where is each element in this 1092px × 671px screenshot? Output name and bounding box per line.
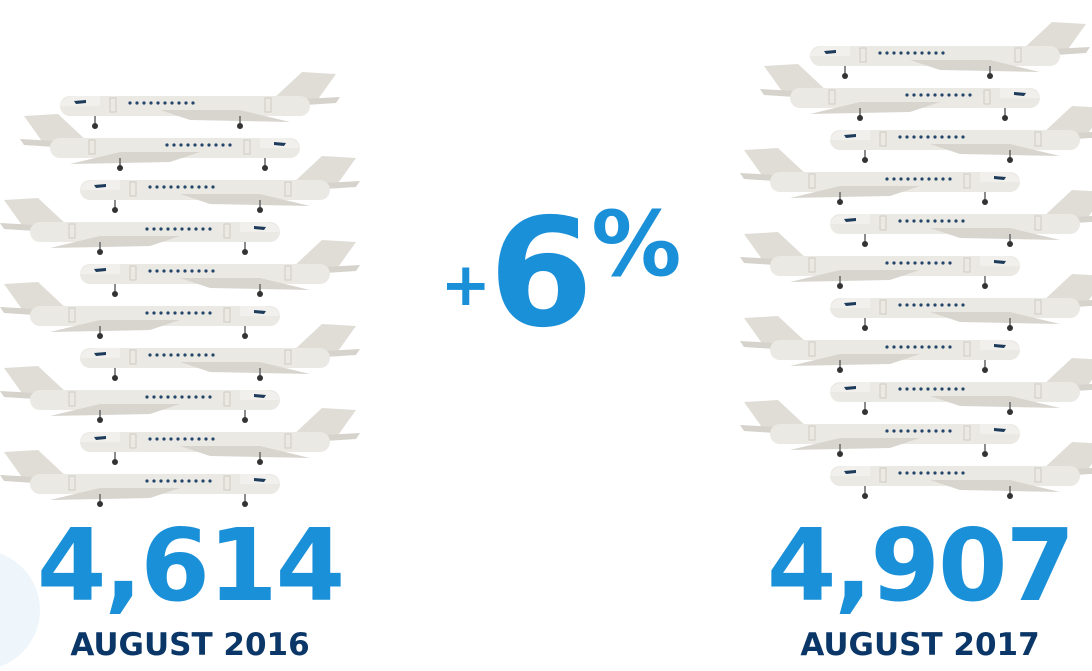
plane-stack-2017 [740, 22, 1092, 499]
date-2017: AUGUST 2017 [800, 627, 1039, 663]
change: +6% [441, 187, 680, 361]
infographic: 4,614 AUGUST 2016 +6% 4,907 AUGUST 2017 [0, 0, 1092, 671]
change-sign: + [441, 250, 489, 320]
change-number: 6 [489, 187, 591, 361]
decor-circle [0, 550, 40, 670]
page: 4,614 AUGUST 2016 +6% 4,907 AUGUST 2017 … [0, 0, 1092, 671]
date-2016: AUGUST 2016 [70, 627, 309, 663]
change-unit: % [591, 192, 679, 297]
count-2016: 4,614 [37, 507, 343, 624]
count-2017: 4,907 [767, 507, 1073, 624]
plane-stack-2016 [0, 72, 360, 507]
